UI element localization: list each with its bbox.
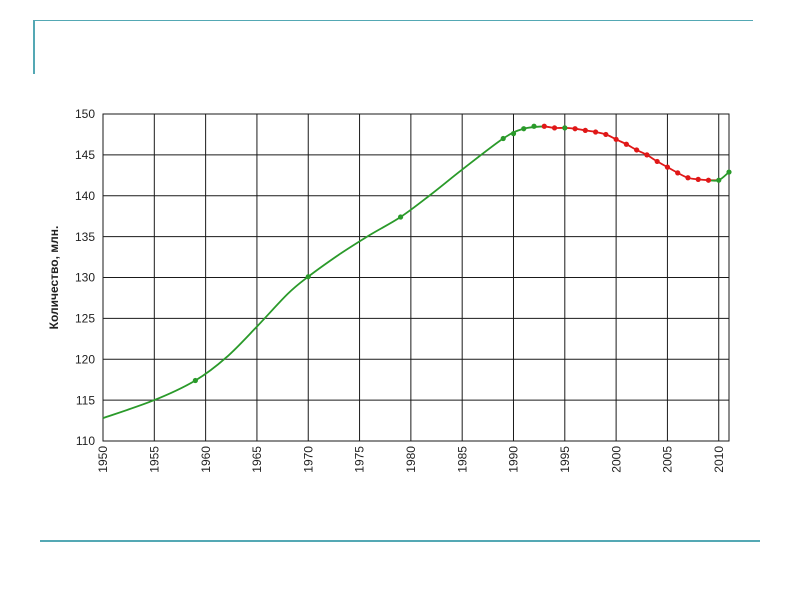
x-tick-label: 1995 xyxy=(558,446,572,473)
top-accent-rule xyxy=(33,20,753,21)
data-point xyxy=(623,141,629,147)
data-point xyxy=(582,127,588,133)
series-markers xyxy=(192,123,732,384)
x-tick-label: 1955 xyxy=(148,446,162,473)
data-point xyxy=(654,158,660,165)
x-tick-label: 2005 xyxy=(661,446,675,473)
x-tick-label: 1965 xyxy=(250,446,264,473)
data-point xyxy=(705,177,712,183)
data-point xyxy=(398,214,404,220)
data-point xyxy=(664,164,671,170)
series-lines xyxy=(102,125,730,419)
x-tick-label: 1990 xyxy=(507,446,521,473)
data-point xyxy=(510,131,517,137)
data-point xyxy=(695,176,701,182)
data-point xyxy=(541,123,547,129)
x-tick-label: 1980 xyxy=(404,446,418,473)
data-point xyxy=(634,147,640,153)
data-point xyxy=(675,170,681,176)
data-point xyxy=(716,177,722,183)
data-point xyxy=(500,135,506,142)
x-tick-labels: 1950 1955 1960 1965 1970 1975 1980 1985 1990 1995… xyxy=(96,446,726,473)
y-tick-label: 125 xyxy=(75,312,95,326)
x-tick-label: 1975 xyxy=(353,446,367,473)
y-tick-label: 110 xyxy=(76,434,95,448)
data-point xyxy=(613,136,619,142)
data-point xyxy=(644,152,650,158)
chart-grid xyxy=(102,113,730,442)
y-axis-label: Количество, млн. xyxy=(47,226,61,330)
data-point xyxy=(531,123,537,129)
x-tick-label: 1950 xyxy=(96,446,110,473)
data-point xyxy=(521,126,527,132)
y-tick-label: 150 xyxy=(75,107,95,121)
data-point xyxy=(305,274,311,280)
bottom-accent-rule xyxy=(40,540,760,542)
series-line-0 xyxy=(102,125,545,419)
data-point xyxy=(685,175,691,181)
data-point xyxy=(592,129,599,135)
data-point xyxy=(726,169,732,175)
y-tick-label: 130 xyxy=(75,271,95,285)
data-point xyxy=(192,377,198,384)
side-accent-rule xyxy=(33,20,35,74)
x-tick-label: 2010 xyxy=(712,446,726,473)
data-point xyxy=(572,126,578,132)
y-tick-labels: 110 115 120 125 130 135 140 145 150 xyxy=(75,107,95,448)
y-tick-label: 140 xyxy=(75,189,95,203)
data-point xyxy=(562,125,568,131)
y-tick-label: 115 xyxy=(76,393,95,407)
y-tick-label: 120 xyxy=(75,352,95,366)
data-point xyxy=(551,125,558,131)
data-point xyxy=(603,131,609,138)
x-tick-label: 1970 xyxy=(301,446,315,473)
x-tick-label: 1985 xyxy=(455,446,469,473)
x-tick-label: 1960 xyxy=(199,446,213,473)
y-tick-label: 135 xyxy=(75,230,95,244)
y-tick-label: 145 xyxy=(75,148,95,162)
x-tick-label: 2000 xyxy=(609,446,623,473)
series-line-1 xyxy=(544,125,719,182)
